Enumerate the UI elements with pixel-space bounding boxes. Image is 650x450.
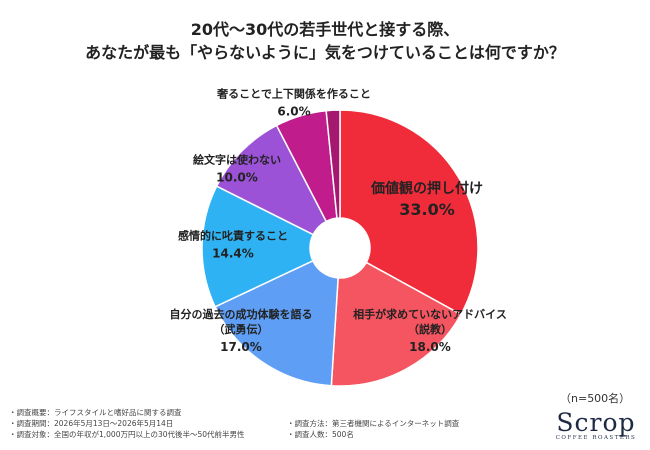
slice-value-2: 18.0%	[409, 340, 451, 354]
donut-slice-1	[339, 109, 479, 316]
brand-logo: Scrop COFFEE ROASTERS	[548, 408, 644, 442]
survey-note-overview: 調査概要：ライフスタイルと嗜好品に関する調査	[9, 407, 245, 418]
chart-title-line-2: あなたが最も「やらないように」気をつけていることは何ですか？	[85, 43, 565, 62]
slice-label-6: 奢ることで上下関係を作ること	[216, 87, 371, 101]
survey-note-target: 調査対象：全国の年収が1,000万円以上の30代後半〜50代前半男性	[9, 429, 245, 440]
donut-slice-2	[330, 261, 462, 387]
donut-slice-4	[201, 185, 315, 308]
slice-label-1: 価値観の押し付け	[370, 180, 483, 197]
slice-label-2-line-1: 相手が求めていないアドバイス	[353, 307, 507, 321]
sample-size: （n=500名）	[560, 392, 631, 405]
survey-note-count: 調査人数：500名	[287, 429, 459, 440]
slice-value-6: 6.0%	[277, 105, 310, 119]
chart-title-line-1: 20代〜30代の若手世代と接する際、	[190, 20, 460, 39]
brand-logo-subtitle: COFFEE ROASTERS	[555, 435, 637, 441]
slice-label-3-line-1: 自分の過去の成功体験を語る	[170, 307, 313, 321]
brand-logo-word: Scrop	[556, 408, 636, 437]
chart-title: 20代〜30代の若手世代と接する際、 あなたが最も「やらないように」気をつけてい…	[0, 18, 650, 64]
slice-label-2-line-2: （説教）	[408, 322, 452, 336]
slice-value-3: 17.0%	[220, 340, 262, 354]
survey-note-period: 調査期間：2026年5月13日〜2026年5月14日	[9, 418, 245, 429]
survey-notes-left: 調査概要：ライフスタイルと嗜好品に関する調査 調査期間：2026年5月13日〜2…	[9, 407, 245, 440]
slice-value-1: 33.0%	[399, 200, 455, 219]
donut-slice-3	[214, 259, 339, 387]
slice-label-5: 絵文字は使わない	[193, 153, 281, 167]
survey-note-method: 調査方法：第三者機関によるインターネット調査	[287, 418, 460, 429]
slice-label-3-line-2: （武勇伝）	[214, 322, 269, 336]
slice-value-5: 10.0%	[216, 171, 258, 185]
slice-label-4: 感情的に叱責すること	[178, 229, 288, 243]
slice-value-4: 14.4%	[212, 247, 254, 261]
donut-slice-7	[325, 109, 341, 219]
survey-notes-right: 調査方法：第三者機関によるインターネット調査 調査人数：500名	[287, 418, 460, 440]
